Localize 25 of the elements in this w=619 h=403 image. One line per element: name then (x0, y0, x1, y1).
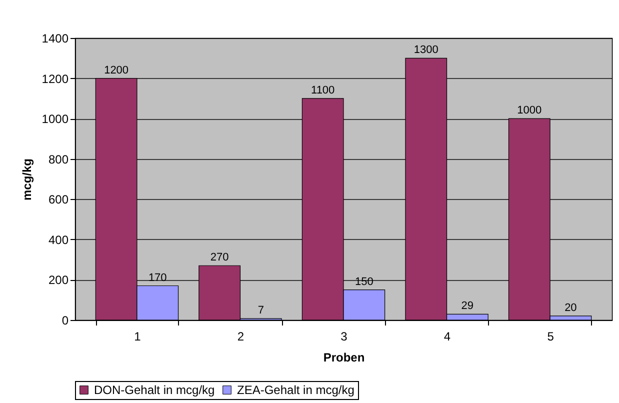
data-label: 270 (210, 252, 229, 264)
data-label: 20 (564, 302, 577, 314)
y-tick-label: 1000 (42, 112, 69, 126)
y-tick-label: 0 (62, 314, 69, 328)
data-label: 7 (258, 304, 264, 317)
y-tick-label: 200 (48, 273, 69, 288)
y-tick-label: 800 (48, 152, 69, 166)
data-label: 1300 (414, 44, 438, 56)
x-tick-label: 3 (340, 330, 348, 344)
y-tick-label: 1400 (42, 32, 69, 46)
y-tick-label: 1200 (42, 72, 69, 86)
data-label: 29 (461, 300, 474, 312)
y-axis-title: mcg/kg (20, 158, 34, 201)
data-label: 1200 (104, 64, 129, 76)
legend-label: ZEA-Gehalt in mcg/kg (237, 383, 354, 397)
data-label: 1100 (311, 84, 335, 96)
x-tick-label: 5 (547, 330, 554, 344)
legend-label: DON-Gehalt in mcg/kg (94, 383, 215, 397)
y-tick-label: 400 (48, 232, 69, 247)
y-tick-label: 600 (48, 192, 69, 207)
x-tick-label: 4 (444, 330, 451, 344)
x-axis-title: Proben (323, 350, 365, 364)
x-tick-label: 1 (134, 330, 142, 344)
data-label: 1000 (517, 104, 542, 117)
x-tick-label: 2 (237, 330, 244, 344)
